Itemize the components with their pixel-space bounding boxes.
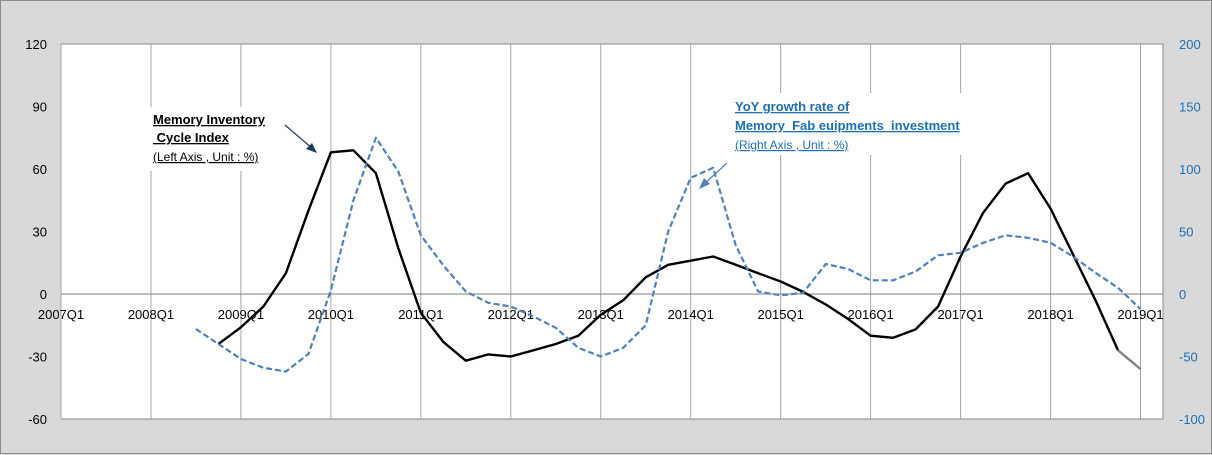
left-axis: -60 -30 0 30 60 90 120 [25, 37, 47, 427]
series-line-2 [195, 136, 1142, 373]
left-tick-label: -60 [28, 412, 47, 427]
right-tick-label: 150 [1179, 100, 1201, 115]
annotation-inventory-line2: Cycle Index [153, 130, 230, 145]
right-tick-label: 100 [1179, 162, 1201, 177]
x-tick-label: 2018Q1 [1027, 307, 1073, 322]
x-tick-label: 2019Q1 [1117, 307, 1163, 322]
left-tick-label: 0 [40, 287, 47, 302]
annotation-yoy-line1: YoY growth rate of [735, 99, 850, 114]
left-tick-label: 60 [33, 162, 47, 177]
x-tick-label: 2016Q1 [847, 307, 893, 322]
left-tick-label: -30 [28, 350, 47, 365]
x-tick-label: 2010Q1 [308, 307, 354, 322]
right-tick-label: 200 [1179, 37, 1201, 52]
left-tick-label: 90 [33, 100, 47, 115]
right-tick-label: -50 [1179, 350, 1198, 365]
left-tick-label: 120 [25, 37, 47, 52]
annotation-inventory: Memory Inventory Cycle Index (Left Axis … [149, 107, 317, 171]
annotation-yoy: YoY growth rate of Memory Fab euipments … [699, 93, 1005, 189]
x-tick-label: 2008Q1 [128, 307, 174, 322]
x-tick-label: 2009Q1 [218, 307, 264, 322]
annotation-yoy-box [723, 93, 1005, 155]
left-tick-label: 30 [33, 225, 47, 240]
annotation-inventory-arrowhead [306, 143, 317, 153]
x-tick-label: 2015Q1 [758, 307, 804, 322]
series-line-0 [217, 149, 1120, 362]
right-tick-label: -100 [1179, 412, 1205, 427]
annotation-inventory-arrow [284, 124, 314, 150]
series-group [195, 136, 1142, 373]
x-tick-label: 2012Q1 [488, 307, 534, 322]
right-tick-label: 50 [1179, 225, 1193, 240]
x-tick-label: 2017Q1 [937, 307, 983, 322]
right-axis: -100 -50 0 50 100 150 200 [1179, 37, 1205, 427]
annotation-yoy-line2: Memory Fab euipments investment [735, 118, 960, 133]
x-tick-label: 2014Q1 [668, 307, 714, 322]
annotation-yoy-sub: (Right Axis , Unit : %) [735, 138, 848, 152]
x-tick-label: 2007Q1 [38, 307, 84, 322]
series-line-1 [1117, 349, 1142, 370]
right-tick-label: 0 [1179, 287, 1186, 302]
annotation-inventory-box [149, 107, 289, 171]
annotation-inventory-line1: Memory Inventory [153, 112, 266, 127]
annotation-inventory-sub: (Left Axis , Unit : %) [153, 150, 258, 164]
x-axis: 2007Q1 2008Q1 2009Q1 2010Q1 2011Q1 2012Q1 2013… [38, 307, 1164, 322]
annotation-yoy-arrowhead [699, 178, 710, 189]
